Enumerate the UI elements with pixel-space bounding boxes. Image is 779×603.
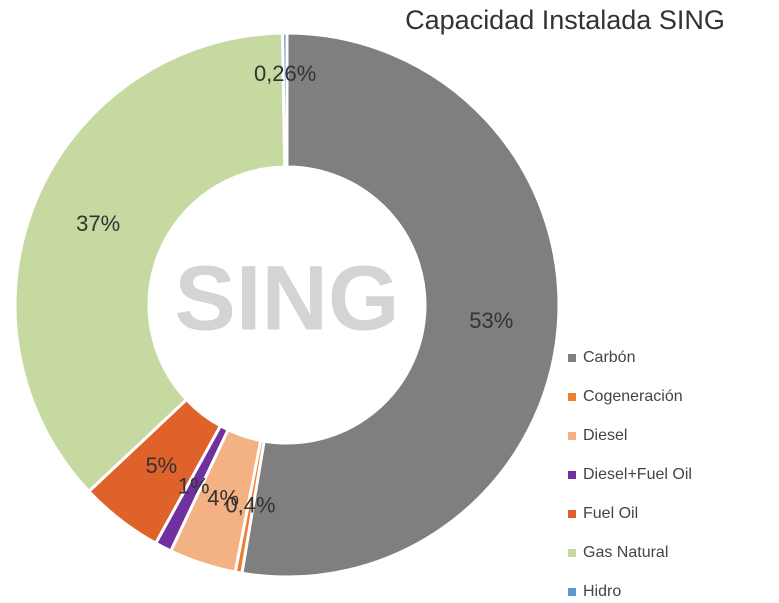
chart-title: Capacidad Instalada SING — [405, 5, 725, 35]
legend-swatch — [568, 432, 576, 440]
legend-swatch — [568, 549, 576, 557]
data-label: 37% — [76, 211, 120, 236]
legend-label: Hidro — [583, 583, 621, 600]
data-label: 1% — [178, 473, 210, 498]
data-label: 5% — [145, 453, 177, 478]
data-label: 53% — [469, 308, 513, 333]
data-label: 4% — [207, 486, 239, 511]
legend-label: Diesel — [583, 427, 627, 444]
slice — [13, 31, 287, 494]
legend-label: Fuel Oil — [583, 505, 638, 522]
data-label: 0,26% — [254, 61, 316, 86]
center-text: SING — [175, 247, 400, 349]
legend-swatch — [568, 510, 576, 518]
legend-label: Gas Natural — [583, 544, 668, 561]
legend-swatch — [568, 588, 576, 596]
legend-label: Cogeneración — [583, 388, 683, 405]
legend-label: Diesel+Fuel Oil — [583, 466, 692, 483]
slice — [281, 31, 289, 169]
slice — [240, 31, 561, 579]
legend-swatch — [568, 393, 576, 401]
legend-swatch — [568, 471, 576, 479]
data-label: 0,4% — [225, 493, 275, 518]
legend-swatch — [568, 354, 576, 362]
legend-label: Carbón — [583, 349, 635, 366]
